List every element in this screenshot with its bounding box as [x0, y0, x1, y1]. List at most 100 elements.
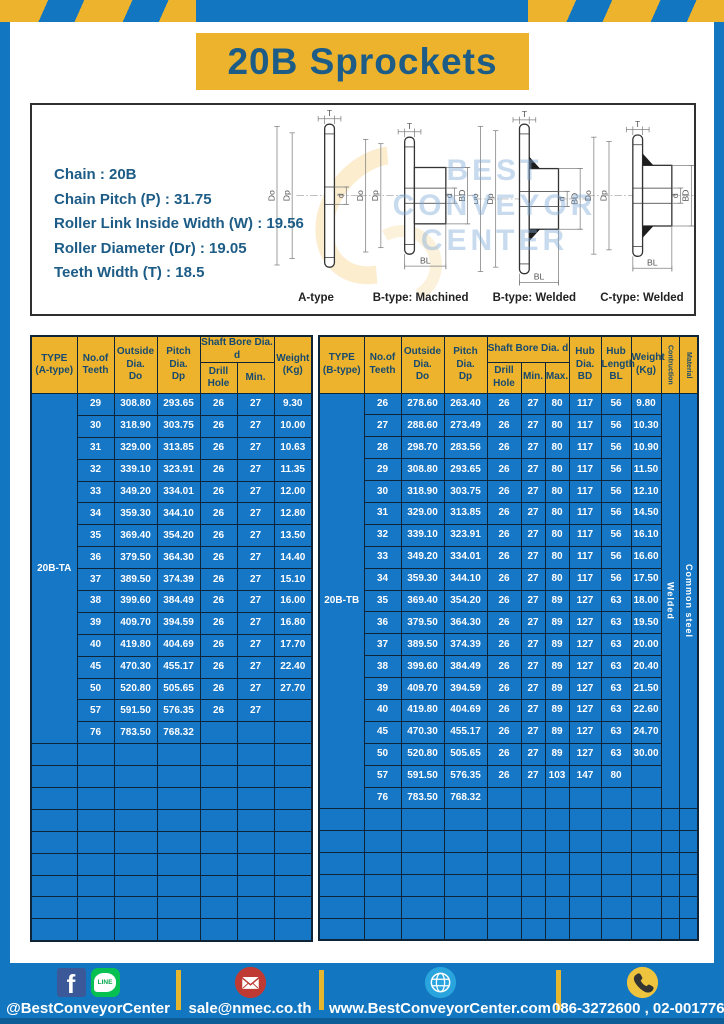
chain-specs: Chain : 20B Chain Pitch (P) : 31.75 Roll… — [54, 163, 304, 286]
table-cell: 404.69 — [443, 698, 488, 722]
table-cell: 27 — [236, 502, 275, 526]
col-header-material: Material — [678, 335, 699, 394]
table-cell: 10.00 — [273, 414, 313, 438]
table-cell: 56 — [600, 414, 632, 438]
table-cell — [363, 852, 402, 876]
table-cell: 308.80 — [400, 458, 445, 482]
col-header-shaft-bore: Shaft Bore Dia. d — [199, 335, 275, 363]
table-cell: 127 — [568, 742, 602, 766]
table-cell: 117 — [568, 523, 602, 547]
table-cell: 308.80 — [113, 393, 158, 416]
table-cell — [30, 852, 78, 876]
table-cell — [520, 808, 546, 832]
table-cell: 10.30 — [630, 414, 662, 438]
table-cell: 27 — [236, 480, 275, 504]
table-cell: 26 — [486, 480, 522, 503]
table-cell: 27 — [236, 633, 275, 657]
table-cell: 127 — [568, 677, 602, 700]
table-empty-row — [318, 852, 699, 876]
table-row: 30 318.90 303.75 26 27 10.00 — [31, 414, 313, 438]
table-cell — [199, 765, 238, 789]
table-cell: 57 — [363, 764, 402, 788]
table-cell — [273, 808, 313, 832]
table-cell — [76, 852, 115, 876]
table-cell — [156, 874, 201, 898]
table-cell — [30, 830, 78, 854]
table-cell — [76, 874, 115, 898]
table-cell: 56 — [600, 523, 632, 547]
table-cell — [156, 808, 201, 832]
table-cell: 26 — [486, 567, 522, 591]
table-cell — [318, 874, 365, 897]
table-row: 31 329.00 313.85 26 27 10.63 — [31, 436, 313, 460]
svg-text:Dp: Dp — [281, 190, 291, 201]
table-cell: 56 — [600, 567, 632, 591]
table-cell: 31 — [76, 436, 115, 460]
social-handle[interactable]: @BestConveyorCenter — [6, 1000, 170, 1017]
table-row: 35 369.40 354.20 26 27 13.50 — [31, 524, 313, 548]
mail-icon[interactable] — [234, 966, 267, 999]
svg-text:Dp: Dp — [370, 190, 380, 201]
table-cell: 323.91 — [443, 523, 488, 547]
globe-icon[interactable] — [424, 966, 457, 999]
table-row: 34 359.30 344.10 26 27 80 117 56 17.50 — [319, 567, 698, 591]
table-cell: 26 — [199, 502, 238, 526]
phone-numbers[interactable]: 086-3272600 , 02-0017766 — [552, 1000, 724, 1017]
svg-text:Dp: Dp — [485, 193, 495, 204]
table-cell: 30.00 — [630, 742, 662, 766]
table-empty-row — [30, 896, 313, 920]
svg-text:BD: BD — [681, 190, 691, 202]
table-cell: 10.90 — [630, 436, 662, 460]
svg-text:BL: BL — [533, 272, 544, 282]
table-cell: 27 — [236, 568, 275, 592]
website-section: www.BestConveyorCenter.com — [324, 963, 556, 1024]
table-cell — [273, 721, 313, 745]
table-cell: 80 — [544, 414, 570, 438]
table-cell: 29 — [363, 458, 402, 482]
svg-text:Do: Do — [474, 193, 480, 204]
table-row: 37 389.50 374.39 26 27 89 127 63 20.00 — [319, 633, 698, 657]
table-cell: 56 — [600, 392, 632, 416]
table-row: 27 288.60 273.49 26 27 80 117 56 10.30 — [319, 414, 698, 438]
table-cell — [363, 808, 402, 832]
facebook-icon[interactable]: f — [56, 968, 86, 997]
table-cell: 80 — [544, 458, 570, 482]
table-row: 32 339.10 323.91 26 27 11.35 — [31, 458, 313, 482]
table-cell — [544, 917, 570, 941]
sprocket-drawing-a: T Do Dp d — [266, 109, 364, 268]
table-cell: 22.60 — [630, 698, 662, 722]
table-cell: 11.35 — [273, 458, 313, 482]
table-cell: 303.75 — [156, 414, 201, 438]
table-cell: 89 — [544, 698, 570, 722]
table-cell: 26 — [486, 764, 522, 788]
table-cell: 26 — [199, 655, 238, 679]
table-cell — [568, 917, 602, 941]
table-cell: 117 — [568, 567, 602, 591]
table-cell — [30, 896, 78, 920]
table-cell: 26 — [486, 545, 522, 569]
table-cell — [600, 917, 632, 941]
table-cell: 404.69 — [156, 633, 201, 657]
table-cell — [600, 874, 632, 897]
email-address[interactable]: sale@nmec.co.th — [188, 1000, 312, 1017]
svg-text:BL: BL — [420, 255, 431, 265]
line-app-icon[interactable]: LINE — [90, 968, 120, 997]
table-cell — [400, 808, 445, 832]
table-cell: 576.35 — [156, 699, 201, 723]
table-cell: 19.50 — [630, 611, 662, 635]
table-cell: 27 — [520, 523, 546, 547]
spec-line-pitch: Chain Pitch (P) : 31.75 — [54, 190, 212, 208]
table-cell: 591.50 — [113, 699, 158, 723]
website-url[interactable]: www.BestConveyorCenter.com — [328, 1000, 551, 1017]
table-cell — [113, 830, 158, 854]
table-cell: 80 — [544, 480, 570, 503]
table-cell — [76, 808, 115, 832]
sprocket-drawing-b-machined: T Do Dp d BD BL — [357, 121, 481, 270]
table-cell — [400, 830, 445, 854]
table-empty-row — [30, 808, 313, 832]
table-cell — [199, 852, 238, 876]
table-cell — [443, 917, 488, 941]
phone-icon[interactable] — [626, 966, 659, 999]
table-cell — [630, 874, 662, 897]
table-cell: 26 — [199, 436, 238, 460]
